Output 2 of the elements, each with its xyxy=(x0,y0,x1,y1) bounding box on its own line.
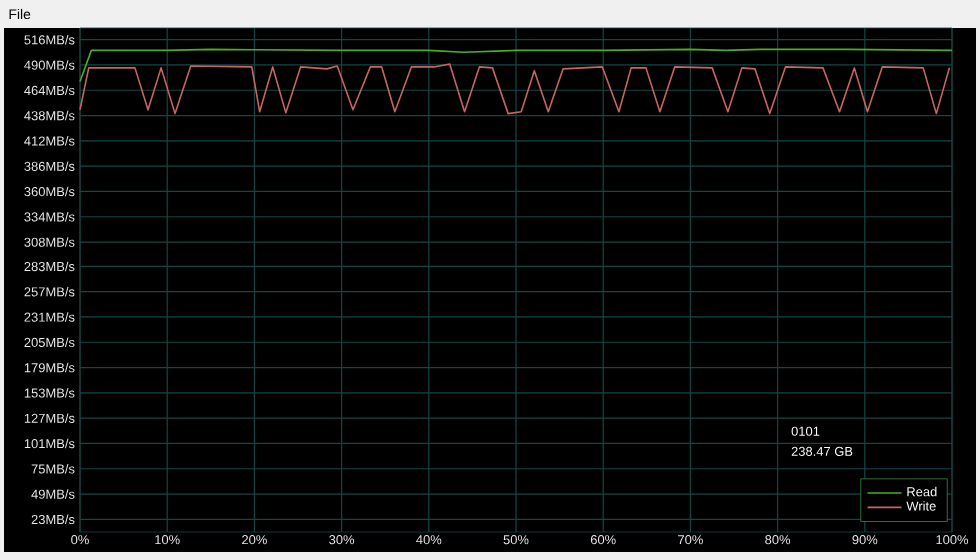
line-series xyxy=(79,48,953,83)
line-series xyxy=(79,63,951,115)
